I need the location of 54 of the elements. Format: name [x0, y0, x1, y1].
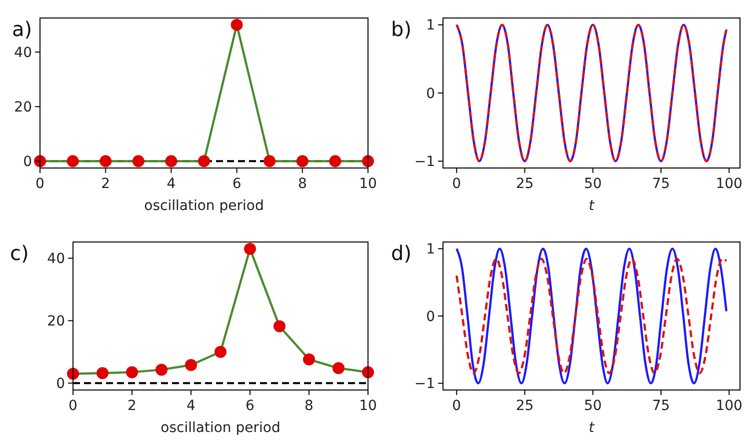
- x-tick-label: 4: [166, 176, 176, 192]
- point: [362, 366, 374, 378]
- y-tick-label: 1: [426, 18, 435, 34]
- x-tick-label: 6: [232, 176, 242, 192]
- point: [214, 346, 226, 358]
- line-series: [456, 24, 728, 162]
- x-tick-label: 4: [186, 398, 196, 414]
- point: [274, 320, 286, 332]
- x-tick-label: 8: [304, 398, 314, 414]
- point: [303, 353, 315, 366]
- y-tick-label: 0: [426, 86, 435, 102]
- x-axis-title: oscillation period: [160, 420, 280, 436]
- x-tick-label: 75: [652, 398, 670, 414]
- point: [332, 362, 344, 374]
- x-tick-label: 0: [36, 176, 44, 192]
- x-tick-label: 2: [101, 176, 110, 192]
- x-tick-label: 50: [584, 398, 602, 414]
- point: [67, 368, 79, 380]
- text: c): [10, 241, 29, 265]
- y-tick-label: 0: [426, 308, 435, 325]
- y-tick-label: 40: [14, 44, 32, 61]
- point: [185, 359, 197, 372]
- point: [156, 364, 168, 376]
- x-tick-label: 0: [68, 398, 78, 414]
- x-tick-label: 10: [359, 398, 377, 414]
- x-tick-label: 25: [516, 398, 534, 414]
- y-tick-label: −1: [414, 154, 435, 170]
- x-tick-label: 75: [652, 176, 670, 192]
- y-tick-label: 20: [47, 314, 65, 330]
- x-tick-label: 10: [359, 176, 377, 192]
- x-tick-label: 25: [516, 176, 534, 192]
- x-axis-title: t: [588, 420, 595, 436]
- y-tick-label: 0: [23, 154, 32, 170]
- x-axis-title: t: [588, 198, 595, 214]
- text: a): [12, 17, 32, 41]
- text: d): [391, 241, 412, 265]
- x-tick-label: 0: [452, 398, 462, 414]
- point: [96, 367, 108, 380]
- x-axis-title: oscillation period: [144, 198, 264, 214]
- x-tick-label: 2: [128, 398, 136, 414]
- text: b): [391, 17, 412, 41]
- x-tick-label: 8: [298, 176, 307, 192]
- point: [244, 242, 256, 255]
- y-tick-label: 0: [56, 376, 65, 392]
- x-tick-label: 100: [716, 176, 742, 192]
- x-tick-label: 6: [246, 398, 255, 414]
- point: [126, 366, 138, 378]
- y-tick-label: 1: [426, 242, 435, 258]
- x-tick-label: 0: [452, 176, 462, 192]
- x-tick-label: 100: [716, 398, 742, 414]
- y-tick-label: 40: [47, 251, 65, 268]
- x-tick-label: 50: [584, 176, 602, 192]
- y-tick-label: −1: [414, 376, 435, 392]
- y-tick-label: 20: [14, 100, 32, 116]
